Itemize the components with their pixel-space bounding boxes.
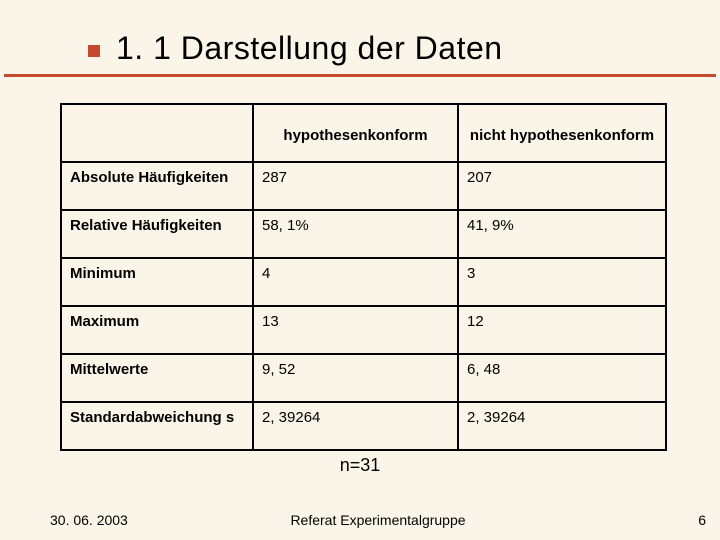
cell: 4 bbox=[253, 258, 458, 306]
table-row: Minimum 4 3 bbox=[61, 258, 666, 306]
header-col-2: nicht hypothesenkonform bbox=[458, 104, 666, 162]
cell: 41, 9% bbox=[458, 210, 666, 258]
title-underline bbox=[4, 74, 716, 77]
title-row: 1. 1 Darstellung der Daten bbox=[88, 30, 503, 67]
table-caption: n=31 bbox=[0, 455, 720, 476]
footer-date: 30. 06. 2003 bbox=[50, 512, 128, 528]
cell: 9, 52 bbox=[253, 354, 458, 402]
footer-page-number: 6 bbox=[698, 512, 706, 528]
cell: 207 bbox=[458, 162, 666, 210]
header-col-1: hypothesenkonform bbox=[253, 104, 458, 162]
cell: 6, 48 bbox=[458, 354, 666, 402]
title-bullet bbox=[88, 45, 100, 57]
cell: 13 bbox=[253, 306, 458, 354]
footer: 30. 06. 2003 Referat Experimentalgruppe … bbox=[50, 512, 706, 528]
table-row: Maximum 13 12 bbox=[61, 306, 666, 354]
cell: 287 bbox=[253, 162, 458, 210]
table-row: Absolute Häufigkeiten 287 207 bbox=[61, 162, 666, 210]
data-table-wrap: hypothesenkonform nicht hypothesenkonfor… bbox=[60, 103, 665, 451]
row-label: Mittelwerte bbox=[61, 354, 253, 402]
table-header-row: hypothesenkonform nicht hypothesenkonfor… bbox=[61, 104, 666, 162]
page-title: 1. 1 Darstellung der Daten bbox=[116, 30, 503, 67]
footer-center: Referat Experimentalgruppe bbox=[50, 512, 706, 528]
data-table: hypothesenkonform nicht hypothesenkonfor… bbox=[60, 103, 667, 451]
row-label: Minimum bbox=[61, 258, 253, 306]
row-label: Relative Häufigkeiten bbox=[61, 210, 253, 258]
header-blank bbox=[61, 104, 253, 162]
cell: 3 bbox=[458, 258, 666, 306]
table-row: Relative Häufigkeiten 58, 1% 41, 9% bbox=[61, 210, 666, 258]
table-row: Mittelwerte 9, 52 6, 48 bbox=[61, 354, 666, 402]
cell: 58, 1% bbox=[253, 210, 458, 258]
cell: 2, 39264 bbox=[253, 402, 458, 450]
cell: 12 bbox=[458, 306, 666, 354]
row-label: Standardabweichung s bbox=[61, 402, 253, 450]
row-label: Absolute Häufigkeiten bbox=[61, 162, 253, 210]
row-label: Maximum bbox=[61, 306, 253, 354]
table-row: Standardabweichung s 2, 39264 2, 39264 bbox=[61, 402, 666, 450]
cell: 2, 39264 bbox=[458, 402, 666, 450]
